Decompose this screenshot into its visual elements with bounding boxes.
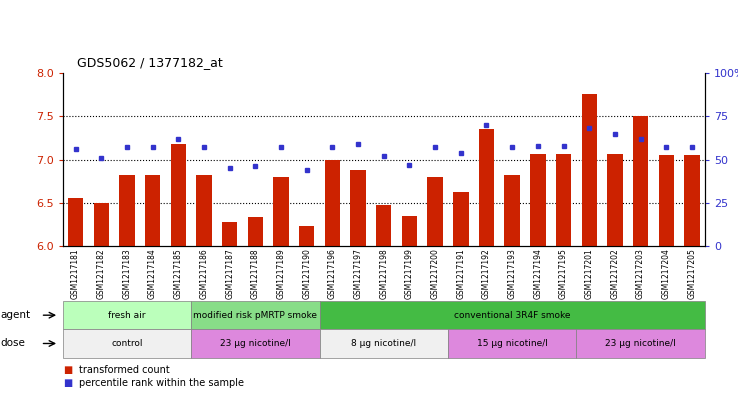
Text: GDS5062 / 1377182_at: GDS5062 / 1377182_at [77, 56, 223, 69]
Text: GSM1217198: GSM1217198 [379, 248, 388, 299]
Bar [196, 175, 212, 246]
Text: GSM1217192: GSM1217192 [482, 248, 491, 299]
Text: GSM1217197: GSM1217197 [354, 248, 362, 299]
Bar [658, 155, 674, 246]
Text: GSM1217183: GSM1217183 [123, 248, 131, 299]
Text: GSM1217182: GSM1217182 [97, 248, 106, 299]
Text: GSM1217196: GSM1217196 [328, 248, 337, 299]
Bar [273, 177, 289, 246]
Bar [684, 155, 700, 246]
Text: GSM1217194: GSM1217194 [534, 248, 542, 299]
Text: transformed count: transformed count [79, 365, 170, 375]
Text: GSM1217203: GSM1217203 [636, 248, 645, 299]
Bar [427, 177, 443, 246]
Bar [222, 222, 238, 246]
Bar [582, 94, 597, 246]
Text: GSM1217187: GSM1217187 [225, 248, 234, 299]
Bar [505, 175, 520, 246]
Bar [325, 160, 340, 246]
Text: GSM1217201: GSM1217201 [584, 248, 593, 299]
Bar [248, 217, 263, 246]
Text: GSM1217188: GSM1217188 [251, 248, 260, 299]
Bar [120, 175, 134, 246]
Text: agent: agent [0, 310, 30, 320]
Text: GSM1217185: GSM1217185 [174, 248, 183, 299]
Text: GSM1217189: GSM1217189 [277, 248, 286, 299]
Text: GSM1217193: GSM1217193 [508, 248, 517, 299]
Text: GSM1217191: GSM1217191 [456, 248, 465, 299]
Text: GSM1217205: GSM1217205 [688, 248, 697, 299]
Text: GSM1217184: GSM1217184 [148, 248, 157, 299]
Text: ■: ■ [63, 365, 72, 375]
Bar [530, 154, 545, 246]
Text: GSM1217181: GSM1217181 [71, 248, 80, 299]
Bar [401, 216, 417, 246]
Bar [299, 226, 314, 246]
Text: GSM1217200: GSM1217200 [431, 248, 440, 299]
Text: conventional 3R4F smoke: conventional 3R4F smoke [454, 311, 570, 320]
Bar [68, 198, 83, 246]
Text: control: control [111, 339, 142, 348]
Bar [94, 203, 109, 246]
Text: GSM1217202: GSM1217202 [610, 248, 619, 299]
Bar [145, 175, 160, 246]
Bar [170, 144, 186, 246]
Text: fresh air: fresh air [108, 311, 145, 320]
Text: 8 μg nicotine/l: 8 μg nicotine/l [351, 339, 416, 348]
Text: dose: dose [0, 338, 25, 349]
Text: GSM1217190: GSM1217190 [303, 248, 311, 299]
Text: GSM1217186: GSM1217186 [199, 248, 208, 299]
Bar [479, 129, 494, 246]
Bar [351, 170, 366, 246]
Text: ■: ■ [63, 378, 72, 388]
Bar [453, 193, 469, 246]
Text: 23 μg nicotine/l: 23 μg nicotine/l [220, 339, 291, 348]
Text: GSM1217195: GSM1217195 [559, 248, 568, 299]
Bar [376, 206, 391, 246]
Text: GSM1217204: GSM1217204 [662, 248, 671, 299]
Text: GSM1217199: GSM1217199 [405, 248, 414, 299]
Bar [633, 116, 648, 246]
Text: 15 μg nicotine/l: 15 μg nicotine/l [477, 339, 548, 348]
Bar [556, 154, 571, 246]
Text: percentile rank within the sample: percentile rank within the sample [79, 378, 244, 388]
Text: modified risk pMRTP smoke: modified risk pMRTP smoke [193, 311, 317, 320]
Bar [607, 154, 623, 246]
Text: 23 μg nicotine/l: 23 μg nicotine/l [605, 339, 676, 348]
